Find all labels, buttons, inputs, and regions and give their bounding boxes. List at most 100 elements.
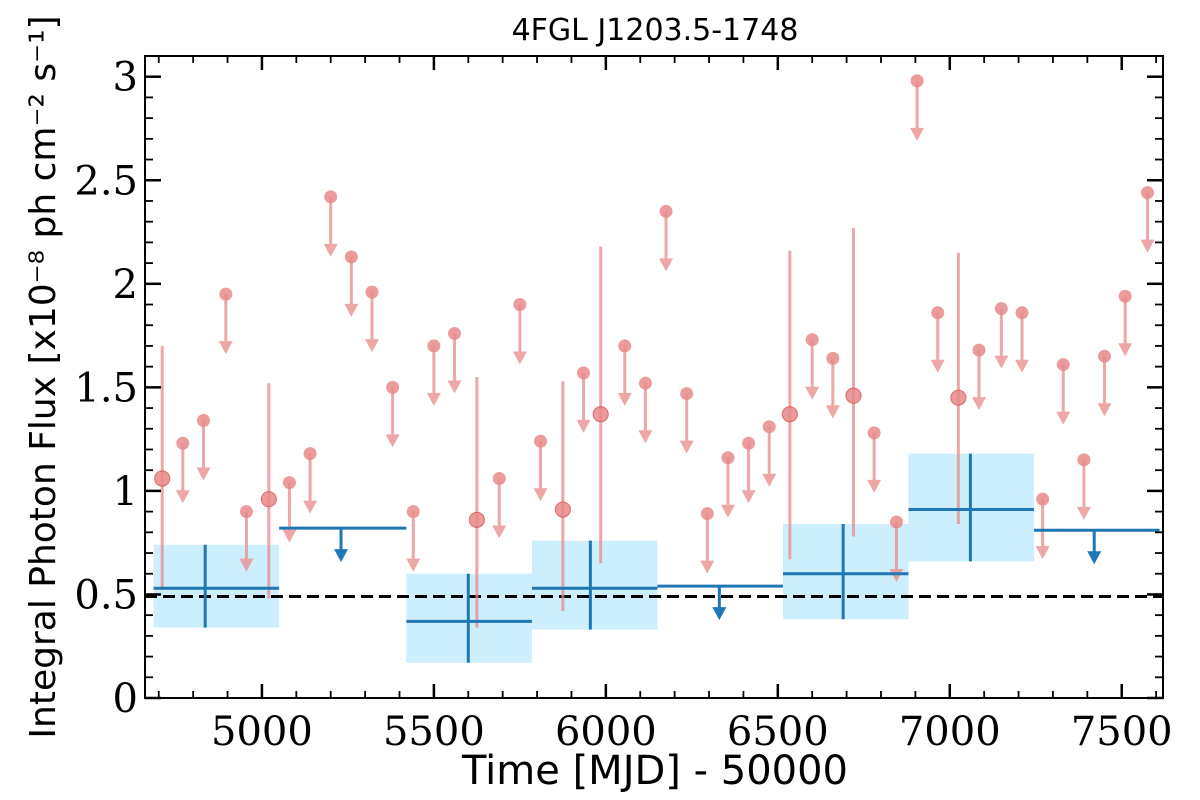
- tick-marks: [145, 56, 1163, 700]
- fine-upper-limit-arrow-33: [1014, 312, 1029, 373]
- fine-upper-limit-arrow-26: [825, 358, 840, 419]
- fine-upper-limit-arrow-26-head: [825, 405, 840, 419]
- fine-upper-limit-arrow-11-head: [426, 392, 441, 406]
- fine-upper-limit-point-34: [1036, 492, 1050, 506]
- fine-upper-limit-arrow-6-head: [323, 243, 338, 257]
- y-tick-label-1: 0.5: [74, 572, 138, 618]
- fine-upper-limit-point-27: [867, 426, 881, 440]
- fine-upper-limit-arrow-38: [1118, 296, 1133, 357]
- fine-upper-limit-point-20: [680, 387, 694, 401]
- axes: [144, 55, 1164, 699]
- fine-upper-limit-arrow-1: [196, 420, 211, 481]
- fine-upper-limit-point-5: [303, 447, 317, 461]
- fine-upper-limit-arrow-17-head: [617, 392, 632, 406]
- fine-upper-limit-arrow-30: [930, 312, 945, 373]
- fine-upper-limit-arrow-8-head: [364, 339, 379, 353]
- x-tick-label-5500: 5500: [383, 709, 485, 755]
- fine-upper-limit-arrow-36: [1076, 459, 1091, 520]
- fine-upper-limit-arrow-15: [533, 441, 548, 502]
- fine-bin-points: [154, 74, 1155, 628]
- fine-upper-limit-arrow-4-head: [282, 529, 297, 543]
- fine-upper-limit-arrow-34-head: [1035, 546, 1050, 560]
- fine-upper-limit-arrow-37-head: [1097, 403, 1112, 417]
- fine-upper-limit-arrow-7-head: [344, 303, 359, 317]
- x-tick-label-6000: 6000: [555, 709, 657, 755]
- fine-upper-limit-arrow-35-head: [1056, 411, 1071, 425]
- fine-upper-limit-point-1: [196, 413, 210, 427]
- y-tick-label-5: 2.5: [74, 158, 138, 204]
- fine-detection-point-1: [260, 491, 277, 508]
- fine-upper-limit-point-10: [406, 505, 420, 519]
- fine-upper-limit-arrow-20: [679, 393, 694, 454]
- fine-upper-limit-arrow-16-head: [576, 419, 591, 433]
- fine-upper-limit-arrow-11: [426, 345, 441, 406]
- fine-upper-limit-point-32: [994, 302, 1008, 316]
- fine-upper-limit-point-8: [365, 285, 379, 299]
- fine-upper-limit-arrow-0: [175, 443, 190, 504]
- fine-upper-limit-arrow-30-head: [930, 359, 945, 373]
- fine-upper-limit-arrow-10-head: [406, 558, 421, 572]
- coarse-bin-points: [153, 453, 1160, 663]
- y-axis-label: Integral Photon Flux [x10⁻⁸ ph cm⁻² s⁻¹]: [23, 15, 64, 738]
- fine-upper-limit-point-28: [889, 515, 903, 529]
- fine-upper-limit-arrow-29: [910, 80, 925, 141]
- fine-upper-limit-point-16: [576, 366, 590, 380]
- fine-upper-limit-arrow-19-head: [659, 258, 674, 272]
- fine-upper-limit-point-4: [282, 476, 296, 490]
- fine-upper-limit-arrow-33-head: [1014, 359, 1029, 373]
- coarse-error-band-3: [782, 524, 909, 620]
- fine-upper-limit-arrow-36-head: [1076, 506, 1091, 520]
- fine-upper-limit-arrow-18: [638, 383, 653, 444]
- fine-upper-limit-arrow-20-head: [679, 440, 694, 454]
- fine-upper-limit-arrow-12-head: [447, 380, 462, 394]
- coarse-upper-limit-arrow-1-head: [712, 607, 727, 621]
- fine-upper-limit-arrow-35: [1056, 364, 1071, 425]
- coarse-error-band-2: [531, 540, 658, 630]
- fine-upper-limit-point-19: [659, 204, 673, 218]
- fine-upper-limit-point-0: [176, 436, 190, 450]
- fine-upper-limit-arrow-17: [617, 345, 632, 406]
- coarse-upper-limit-arrow-2: [1087, 530, 1102, 565]
- fine-upper-limit-arrow-9-head: [385, 434, 400, 448]
- fine-upper-limit-arrow-1-head: [196, 467, 211, 481]
- x-tick-label-7500: 7500: [1071, 709, 1173, 755]
- fine-upper-limit-arrow-10: [406, 511, 421, 572]
- fine-upper-limit-point-15: [534, 434, 548, 448]
- coarse-error-band-0: [153, 544, 280, 628]
- fine-upper-limit-arrow-15-head: [533, 488, 548, 502]
- fine-upper-limit-point-33: [1015, 306, 1029, 320]
- fine-upper-limit-arrow-24: [762, 426, 777, 487]
- fine-upper-limit-arrow-6: [323, 196, 338, 257]
- fine-upper-limit-arrow-5-head: [303, 500, 318, 514]
- fine-upper-limit-arrow-4: [282, 482, 297, 543]
- fine-upper-limit-point-21: [700, 507, 714, 521]
- x-tick-label-7000: 7000: [899, 709, 1001, 755]
- coarse-upper-limit-arrow-1: [712, 586, 727, 621]
- fine-upper-limit-arrow-13-head: [492, 525, 507, 539]
- fine-upper-limit-arrow-34: [1035, 499, 1050, 560]
- fine-upper-limit-point-3: [239, 505, 253, 519]
- fine-upper-limit-arrow-14-head: [512, 351, 527, 365]
- fine-upper-limit-arrow-9: [385, 387, 400, 448]
- y-tick-label-4: 2: [113, 262, 138, 308]
- fine-upper-limit-point-13: [492, 471, 506, 485]
- fine-upper-limit-arrow-23: [741, 443, 756, 504]
- x-axis-label: Time [MJD] - 50000: [461, 748, 848, 794]
- fine-upper-limit-point-38: [1118, 289, 1132, 303]
- fine-upper-limit-arrow-37: [1097, 356, 1112, 417]
- coarse-upper-limit-arrow-2-head: [1087, 551, 1102, 565]
- fine-upper-limit-point-26: [826, 351, 840, 365]
- fine-upper-limit-point-39: [1141, 186, 1155, 200]
- fine-upper-limit-arrow-0-head: [175, 490, 190, 504]
- fine-upper-limit-arrow-32: [994, 308, 1009, 369]
- fine-upper-limit-point-25: [805, 333, 819, 347]
- fine-upper-limit-arrow-39: [1140, 192, 1155, 253]
- fine-upper-limit-arrow-28-head: [889, 568, 904, 582]
- fine-upper-limit-point-17: [618, 339, 632, 353]
- x-tick-label-6500: 6500: [727, 709, 829, 755]
- fine-upper-limit-point-30: [931, 306, 945, 320]
- y-tick-label-2: 1: [113, 469, 138, 515]
- fine-upper-limit-arrow-14: [512, 304, 527, 365]
- fine-upper-limit-arrow-13: [492, 478, 507, 539]
- fine-upper-limit-point-37: [1098, 349, 1112, 363]
